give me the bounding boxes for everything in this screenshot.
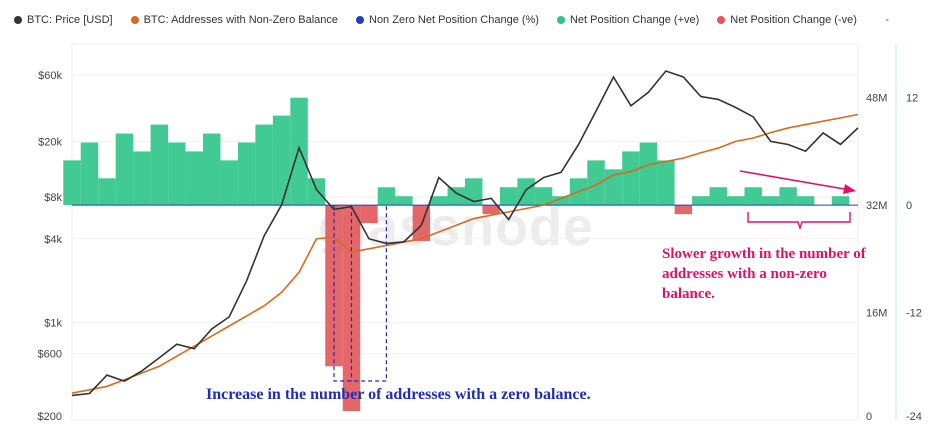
net-positive-bar — [709, 187, 727, 206]
legend-swatch-addresses — [130, 16, 139, 24]
net-negative-bar — [482, 205, 500, 215]
net-positive-bar — [779, 187, 797, 206]
net-change-tick-label: 12 — [906, 93, 918, 105]
net-positive-bar — [255, 124, 273, 206]
net-positive-bar — [220, 160, 238, 206]
legend-item-price[interactable]: BTC: Price [USD] — [14, 14, 113, 26]
addresses-tick-label: 0 — [866, 411, 872, 423]
slow-growth-arrow — [739, 170, 851, 191]
legend-label-nonzero: Non Zero Net Position Change (%) — [369, 14, 539, 26]
net-positive-bar — [831, 196, 850, 206]
net-positive-bar — [447, 187, 465, 206]
net-positive-bar — [272, 115, 291, 206]
addresses-line — [71, 113, 859, 394]
legend-label-price: BTC: Price [USD] — [27, 14, 113, 26]
annotation-zero-balance: Increase in the number of addresses with… — [206, 386, 591, 403]
net-positive-bar — [133, 151, 151, 206]
zero-balance-callout-box — [333, 205, 387, 382]
net-positive-bar — [185, 151, 203, 206]
legend-swatch-nonzero — [356, 16, 364, 24]
net-change-tick-label: 0 — [906, 200, 912, 212]
net-negative-bar — [342, 205, 361, 412]
net-positive-bar — [307, 178, 326, 206]
net-positive-bar — [150, 124, 169, 206]
price-tick-label: $1k — [44, 318, 62, 330]
chart-legend: BTC: Price [USD] BTC: Addresses with Non… — [14, 14, 857, 26]
legend-label-addresses: BTC: Addresses with Non-Zero Balance — [143, 14, 338, 26]
net-positive-bar — [237, 142, 256, 206]
price-tick-label: $600 — [38, 349, 62, 361]
net-negative-bar — [674, 205, 693, 215]
net-change-tick-label: -24 — [906, 411, 922, 423]
net-positive-bar — [744, 187, 762, 206]
annotation-slower-growth: Slower growth in the number of addresses… — [662, 246, 866, 302]
net-positive-bar — [395, 196, 413, 206]
net-positive-bar — [430, 196, 448, 206]
legend-item-positive[interactable]: Net Position Change (+ve) — [556, 14, 700, 26]
legend-item-negative[interactable]: Net Position Change (-ve) — [717, 14, 857, 26]
net-positive-bar — [465, 178, 483, 206]
legend-swatch-price — [14, 16, 22, 24]
net-positive-bar — [692, 196, 710, 206]
net-positive-bar — [796, 196, 815, 206]
legend-label-positive: Net Position Change (+ve) — [569, 14, 700, 26]
legend-swatch-positive — [556, 16, 565, 24]
legend-item-addresses[interactable]: BTC: Addresses with Non-Zero Balance — [130, 14, 338, 26]
net-positive-bar — [499, 187, 518, 206]
addresses-tick-label: 32M — [866, 200, 887, 212]
net-positive-bar — [290, 97, 308, 206]
addresses-tick-label: 48M — [866, 93, 887, 105]
net-positive-bar — [203, 133, 221, 206]
net-change-tick-label: -12 — [906, 308, 922, 320]
net-positive-bar — [63, 160, 81, 206]
net-positive-bar — [622, 151, 640, 206]
price-tick-label: $200 — [38, 411, 62, 423]
net-positive-bar — [80, 142, 99, 206]
addresses-tick-label: 16M — [866, 308, 887, 320]
net-positive-bar — [115, 133, 134, 206]
plot-frame — [71, 43, 859, 421]
legend-label-negative: Net Position Change (-ve) — [730, 14, 857, 26]
net-positive-bar — [552, 196, 570, 206]
net-positive-bar — [587, 160, 605, 206]
slow-growth-bracket — [747, 212, 851, 231]
legend-item-nonzero[interactable]: Non Zero Net Position Change (%) — [356, 14, 539, 26]
legend-swatch-negative — [717, 16, 726, 24]
legend-extra: - — [885, 14, 889, 26]
net-positive-bar — [657, 160, 675, 206]
price-tick-label: $8k — [44, 192, 62, 204]
price-tick-label: $60k — [38, 70, 62, 82]
net-positive-bar — [534, 187, 553, 206]
price-tick-label: $20k — [38, 136, 62, 148]
net-positive-bar — [377, 187, 396, 206]
net-positive-bar — [168, 142, 186, 206]
price-tick-label: $4k — [44, 234, 62, 246]
price-line — [71, 70, 859, 397]
net-positive-bar — [761, 196, 780, 206]
net-negative-bar — [360, 205, 378, 224]
net-positive-bar — [727, 196, 745, 206]
net-positive-bar — [98, 178, 116, 206]
net-positive-bar — [639, 142, 658, 206]
slow-growth-arrowhead — [843, 184, 856, 194]
